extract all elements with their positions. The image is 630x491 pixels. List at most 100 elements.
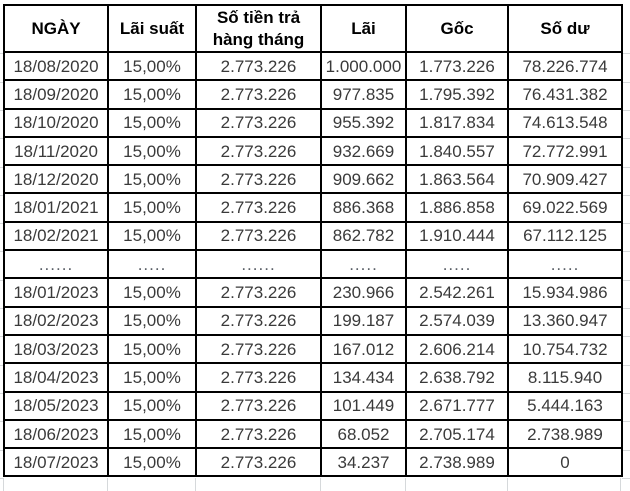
cell-r10-c4[interactable]: 199.187: [320, 305, 407, 336]
cell-r5-c3[interactable]: 2.773.226: [195, 164, 322, 195]
cell-r8-c5[interactable]: .....: [405, 249, 509, 280]
cell-r14-c3[interactable]: 2.773.226: [195, 418, 322, 450]
column-header-5[interactable]: Gốc: [405, 4, 509, 53]
cell-r4-c3[interactable]: 2.773.226: [195, 135, 322, 167]
cell-r7-c5[interactable]: 1.910.444: [405, 220, 509, 252]
cell-r3-c3[interactable]: 2.773.226: [195, 107, 322, 138]
column-header-6[interactable]: Số dư: [507, 4, 623, 53]
cell-r1-c5[interactable]: 1.773.226: [405, 50, 509, 82]
cell-r9-c2[interactable]: 15,00%: [107, 277, 197, 308]
cell-r13-c6[interactable]: 5.444.163: [507, 390, 623, 421]
cell-r3-c1[interactable]: 18/10/2020: [3, 107, 109, 138]
cell-r7-c6[interactable]: 67.112.125: [507, 220, 623, 252]
cell-r4-c2[interactable]: 15,00%: [107, 135, 197, 167]
cell-r12-c5[interactable]: 2.638.792: [405, 362, 509, 393]
cell-r2-c2[interactable]: 15,00%: [107, 79, 197, 110]
cell-r11-c4[interactable]: 167.012: [320, 333, 407, 365]
cell-r6-c4[interactable]: 886.368: [320, 192, 407, 223]
cell-r13-c2[interactable]: 15,00%: [107, 390, 197, 421]
cell-r7-c4[interactable]: 862.782: [320, 220, 407, 252]
cell-r3-c6[interactable]: 74.613.548: [507, 107, 623, 138]
cell-r15-c6[interactable]: 0: [507, 447, 623, 478]
cell-r7-c3[interactable]: 2.773.226: [195, 220, 322, 252]
cell-r3-c5[interactable]: 1.817.834: [405, 107, 509, 138]
cell-r5-c6[interactable]: 70.909.427: [507, 164, 623, 195]
cell-r14-c5[interactable]: 2.705.174: [405, 418, 509, 450]
cell-r2-c5[interactable]: 1.795.392: [405, 79, 509, 110]
cell-r13-c3[interactable]: 2.773.226: [195, 390, 322, 421]
column-header-2[interactable]: Lãi suất: [107, 4, 197, 53]
cell-r14-c6[interactable]: 2.738.989: [507, 418, 623, 450]
cell-r6-c3[interactable]: 2.773.226: [195, 192, 322, 223]
cell-r10-c1[interactable]: 18/02/2023: [3, 305, 109, 336]
cell-r4-c6[interactable]: 72.772.991: [507, 135, 623, 167]
cell-r1-c6[interactable]: 78.226.774: [507, 50, 623, 82]
cell-r8-c1[interactable]: ......: [3, 249, 109, 280]
cell-r15-c5[interactable]: 2.738.989: [405, 447, 509, 478]
cell-r9-c5[interactable]: 2.542.261: [405, 277, 509, 308]
cell-r4-c5[interactable]: 1.840.557: [405, 135, 509, 167]
cell-r9-c4[interactable]: 230.966: [320, 277, 407, 308]
cell-r13-c5[interactable]: 2.671.777: [405, 390, 509, 421]
cell-r12-c3[interactable]: 2.773.226: [195, 362, 322, 393]
cell-r6-c1[interactable]: 18/01/2021: [3, 192, 109, 223]
cell-r10-c5[interactable]: 2.574.039: [405, 305, 509, 336]
cell-r2-c1[interactable]: 18/09/2020: [3, 79, 109, 110]
cell-r11-c5[interactable]: 2.606.214: [405, 333, 509, 365]
cell-r12-c2[interactable]: 15,00%: [107, 362, 197, 393]
cell-r9-c1[interactable]: 18/01/2023: [3, 277, 109, 308]
cell-r7-c2[interactable]: 15,00%: [107, 220, 197, 252]
cell-r1-c2[interactable]: 15,00%: [107, 50, 197, 82]
cell-r8-c4[interactable]: .....: [320, 249, 407, 280]
cell-r12-c1[interactable]: 18/04/2023: [3, 362, 109, 393]
cell-r2-c4[interactable]: 977.835: [320, 79, 407, 110]
cell-r2-c3[interactable]: 2.773.226: [195, 79, 322, 110]
cell-r12-c4[interactable]: 134.434: [320, 362, 407, 393]
cell-r15-c4[interactable]: 34.237: [320, 447, 407, 478]
cell-r3-c2[interactable]: 15,00%: [107, 107, 197, 138]
cell-r15-c2[interactable]: 15,00%: [107, 447, 197, 478]
cell-r14-c2[interactable]: 15,00%: [107, 418, 197, 450]
cell-r9-c6[interactable]: 15.934.986: [507, 277, 623, 308]
cell-r6-c5[interactable]: 1.886.858: [405, 192, 509, 223]
cell-r8-c6[interactable]: .....: [507, 249, 623, 280]
cell-r1-c3[interactable]: 2.773.226: [195, 50, 322, 82]
cell-r13-c1[interactable]: 18/05/2023: [3, 390, 109, 421]
cell-r1-c4[interactable]: 1.000.000: [320, 50, 407, 82]
column-header-3[interactable]: Số tiền trả hàng tháng: [195, 4, 322, 53]
cell-r5-c5[interactable]: 1.863.564: [405, 164, 509, 195]
cell-r11-c6[interactable]: 10.754.732: [507, 333, 623, 365]
cell-r12-c6[interactable]: 8.115.940: [507, 362, 623, 393]
cell-r4-c1[interactable]: 18/11/2020: [3, 135, 109, 167]
cell-r2-c6[interactable]: 76.431.382: [507, 79, 623, 110]
cell-r5-c1[interactable]: 18/12/2020: [3, 164, 109, 195]
cell-r11-c2[interactable]: 15,00%: [107, 333, 197, 365]
cell-r15-c3[interactable]: 2.773.226: [195, 447, 322, 478]
cell-r13-c4[interactable]: 101.449: [320, 390, 407, 421]
column-header-1[interactable]: NGÀY: [3, 4, 109, 53]
cell-r6-c6[interactable]: 69.022.569: [507, 192, 623, 223]
cell-r14-c1[interactable]: 18/06/2023: [3, 418, 109, 450]
cell-r9-c3[interactable]: 2.773.226: [195, 277, 322, 308]
cell-r1-c1[interactable]: 18/08/2020: [3, 50, 109, 82]
cell-r14-c4[interactable]: 68.052: [320, 418, 407, 450]
cell-r15-c1[interactable]: 18/07/2023: [3, 447, 109, 478]
cell-r10-c6[interactable]: 13.360.947: [507, 305, 623, 336]
cell-r7-c1[interactable]: 18/02/2021: [3, 220, 109, 252]
cell-r8-c3[interactable]: ......: [195, 249, 322, 280]
cell-r6-c2[interactable]: 15,00%: [107, 192, 197, 223]
cell-r8-c2[interactable]: .....: [107, 249, 197, 280]
cell-r4-c4[interactable]: 932.669: [320, 135, 407, 167]
cell-r5-c2[interactable]: 15,00%: [107, 164, 197, 195]
cell-r3-c4[interactable]: 955.392: [320, 107, 407, 138]
gridline: [622, 421, 630, 422]
column-header-4[interactable]: Lãi: [320, 4, 407, 53]
cell-r5-c4[interactable]: 909.662: [320, 164, 407, 195]
cell-r11-c3[interactable]: 2.773.226: [195, 333, 322, 365]
gridline: [0, 82, 3, 83]
cell-r11-c1[interactable]: 18/03/2023: [3, 333, 109, 365]
cell-r10-c2[interactable]: 15,00%: [107, 305, 197, 336]
gridline: [620, 478, 621, 491]
cell-r10-c3[interactable]: 2.773.226: [195, 305, 322, 336]
table-row: 18/02/2023 15,00% 2.773.226 199.187 2.574.03…: [3, 305, 623, 336]
